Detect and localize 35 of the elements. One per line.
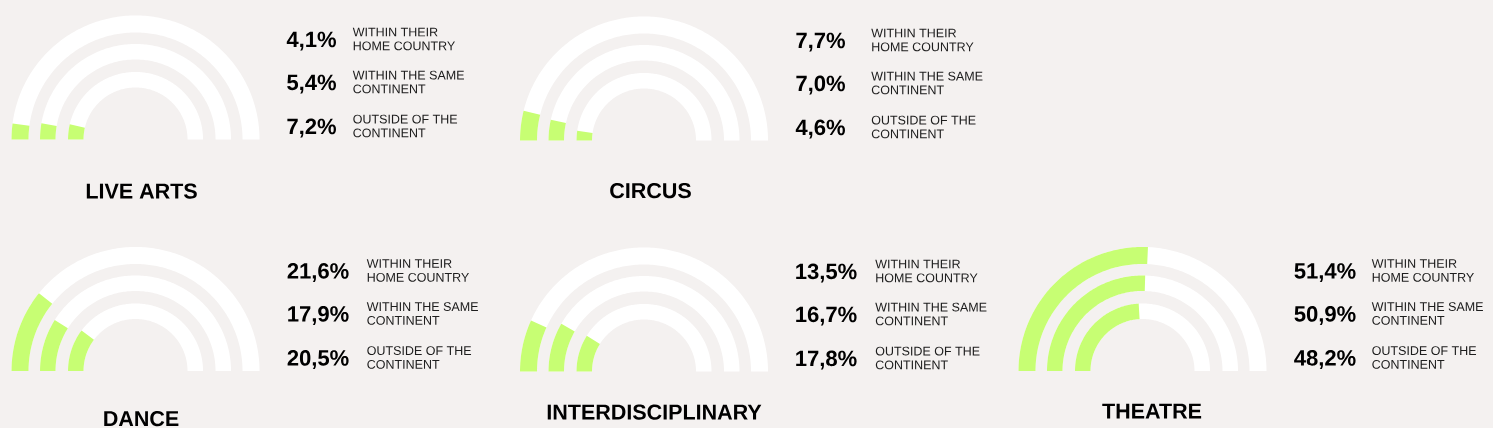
data-label: 7,0% — [796, 75, 845, 95]
category-label: WITHIN THEIR HOME COUNTRY — [875, 259, 978, 283]
category-label: WITHIN THEIR HOME COUNTRY — [1371, 259, 1474, 282]
category-label: WITHIN THE SAME CONTINENT — [1371, 302, 1483, 325]
data-label: 21,6% — [287, 263, 349, 282]
category-label: OUTSIDE OF THE CONTINENT — [353, 114, 458, 138]
category-label: WITHIN THE SAME CONTINENT — [352, 70, 464, 94]
category-label: WITHIN THE SAME CONTINENT — [366, 302, 478, 325]
data-label: 17,8% — [796, 350, 857, 370]
category-label: OUTSIDE OF THE CONTINENT — [367, 346, 472, 369]
data-label: 7,2% — [287, 118, 336, 138]
data-label: 51,4% — [1294, 263, 1356, 282]
category-label: WITHIN THEIR HOME COUNTRY — [366, 259, 469, 282]
category-label: WITHIN THE SAME CONTINENT — [871, 71, 983, 95]
category-label: WITHIN THEIR HOME COUNTRY — [352, 27, 455, 51]
category-label: OUTSIDE OF THE CONTINENT — [875, 346, 980, 370]
data-label: 17,9% — [288, 306, 349, 325]
category-label: OUTSIDE OF THE CONTINENT — [1372, 346, 1477, 369]
text: CIRCUS — [610, 182, 691, 199]
category-label: OUTSIDE OF THE CONTINENT — [871, 115, 976, 139]
category-label: WITHIN THEIR HOME COUNTRY — [871, 28, 974, 52]
data-label: 7,7% — [796, 32, 845, 52]
text: DANCE — [104, 410, 179, 427]
data-label: 5,4% — [287, 74, 336, 94]
data-label: 13,5% — [796, 263, 857, 283]
data-label: 4,6% — [795, 119, 845, 139]
data-label: 4,1% — [286, 31, 336, 51]
category-label: WITHIN THE SAME CONTINENT — [875, 302, 987, 326]
text: INTERDISCIPLINARY — [547, 404, 762, 420]
data-label: 50,9% — [1294, 306, 1356, 325]
data-label: 48,2% — [1294, 350, 1356, 369]
text: THEATRE — [1102, 403, 1202, 419]
data-label: 16,7% — [796, 306, 857, 326]
data-label: 20,5% — [287, 350, 349, 369]
text: LIVE ARTS — [86, 183, 197, 199]
